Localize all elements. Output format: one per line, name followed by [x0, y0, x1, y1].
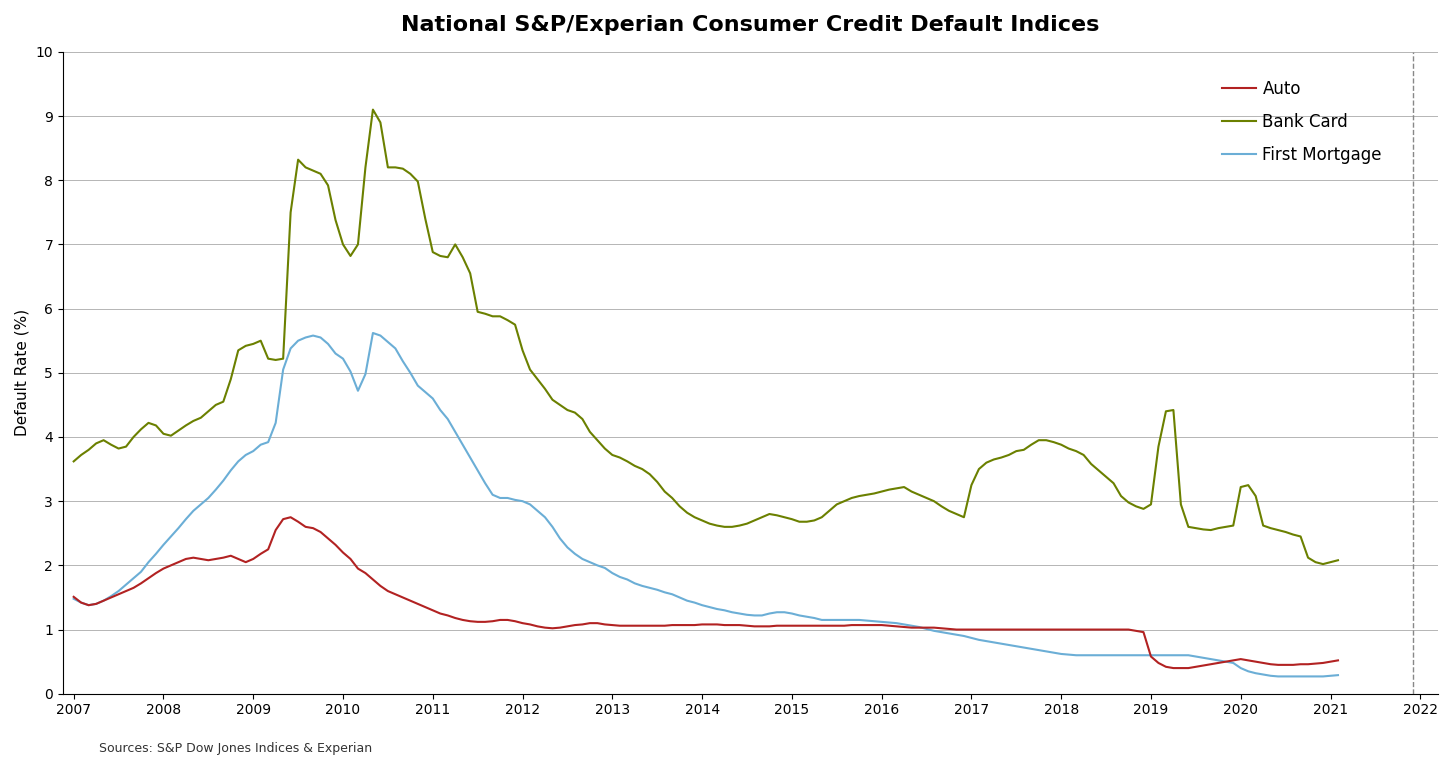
Auto: [543, 623, 561, 633]
Text: Sources: S&P Dow Jones Indices & Experian: Sources: S&P Dow Jones Indices & Experia…: [99, 742, 373, 755]
Bank Card: [678, 508, 696, 517]
Bank Card: [245, 340, 262, 349]
Auto: [245, 555, 262, 564]
Line: First Mortgage: First Mortgage: [74, 333, 1338, 677]
Legend: Auto, Bank Card, First Mortgage: Auto, Bank Card, First Mortgage: [1216, 73, 1389, 170]
First Mortgage: [66, 594, 83, 604]
Bank Card: [66, 457, 83, 466]
Auto: [282, 513, 300, 522]
Y-axis label: Default Rate (%): Default Rate (%): [15, 309, 31, 436]
Auto: [1210, 658, 1227, 668]
Auto: [678, 620, 696, 629]
Bank Card: [738, 519, 756, 528]
Bank Card: [1315, 559, 1332, 568]
Auto: [1165, 664, 1182, 673]
Bank Card: [543, 395, 561, 404]
First Mortgage: [364, 328, 381, 337]
Bank Card: [686, 513, 703, 522]
Line: Auto: Auto: [74, 517, 1338, 668]
Line: Bank Card: Bank Card: [74, 110, 1338, 564]
First Mortgage: [1203, 655, 1220, 664]
First Mortgage: [738, 610, 756, 620]
Auto: [738, 621, 756, 630]
Bank Card: [364, 105, 381, 114]
Auto: [1329, 656, 1347, 665]
Title: National S&P/Experian Consumer Credit Default Indices: National S&P/Experian Consumer Credit De…: [402, 15, 1099, 35]
First Mortgage: [543, 523, 561, 532]
First Mortgage: [1270, 672, 1287, 681]
Auto: [66, 592, 83, 601]
First Mortgage: [678, 596, 696, 605]
Auto: [686, 620, 703, 629]
First Mortgage: [1329, 671, 1347, 680]
First Mortgage: [245, 446, 262, 456]
Bank Card: [1329, 555, 1347, 565]
Bank Card: [1203, 526, 1220, 535]
First Mortgage: [686, 598, 703, 607]
